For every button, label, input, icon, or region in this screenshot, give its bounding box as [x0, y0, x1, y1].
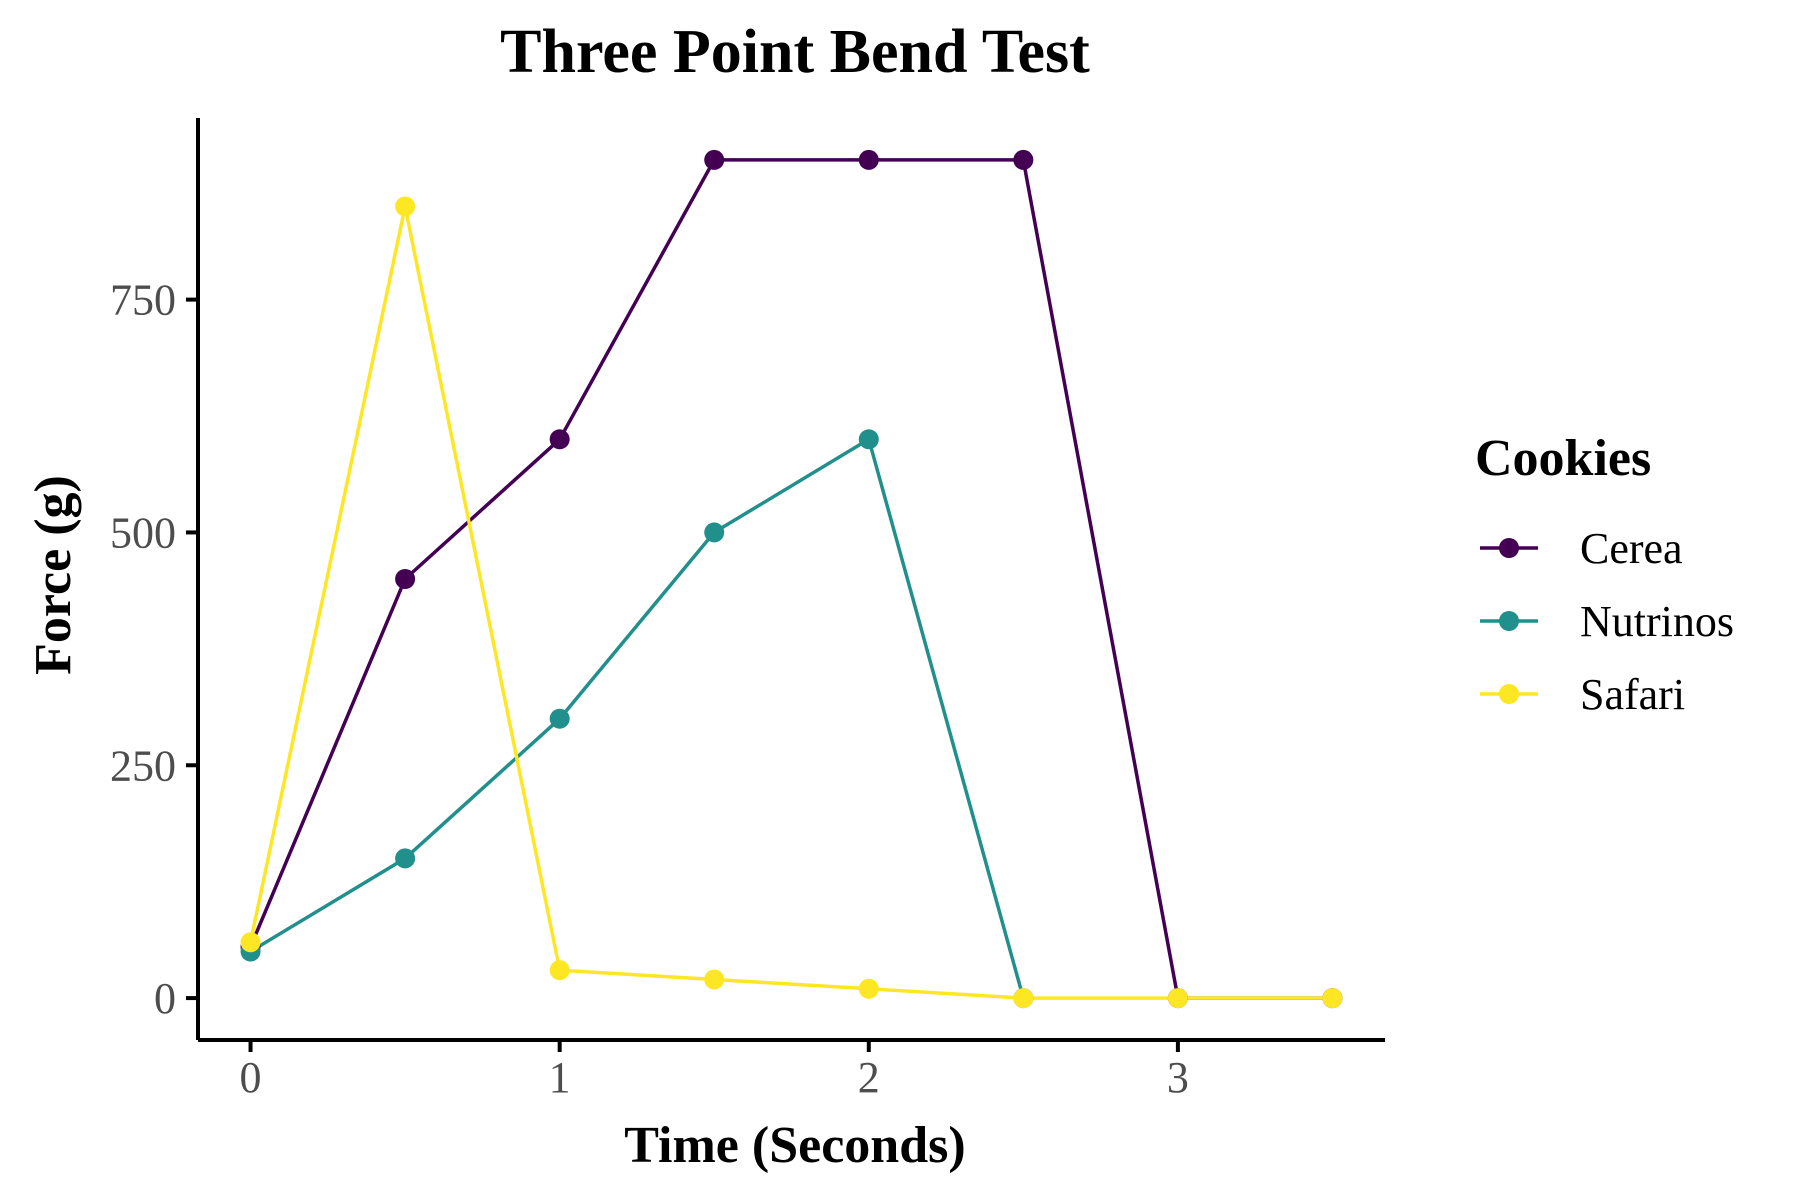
data-point-nutrinos	[858, 429, 879, 450]
x-axis-title: Time (Seconds)	[624, 1117, 965, 1174]
legend-key-point	[1499, 611, 1519, 631]
y-tick-label: 0	[154, 974, 176, 1023]
x-tick-label: 0	[240, 1053, 262, 1102]
y-axis-title: Force (g)	[25, 475, 82, 675]
chart-title: Three Point Bend Test	[500, 18, 1090, 86]
data-point-safari	[395, 196, 416, 217]
legend-label-safari: Safari	[1580, 670, 1685, 719]
legend-label-cerea: Cerea	[1580, 524, 1683, 573]
y-tick-label: 500	[110, 508, 176, 557]
plot-area: 0 250 500 750 0 1 2 3	[110, 118, 1385, 1102]
data-point-safari	[858, 978, 879, 999]
data-point-cerea	[1013, 149, 1034, 170]
series-line-nutrinos	[249, 437, 1025, 999]
data-point-safari	[1167, 988, 1188, 1009]
data-point-safari	[704, 969, 725, 990]
data-point-cerea	[858, 149, 879, 170]
series-line-safari	[248, 204, 1333, 1000]
data-point-safari	[1013, 988, 1034, 1009]
legend-title: Cookies	[1475, 430, 1651, 487]
x-tick-label: 3	[1167, 1053, 1189, 1102]
data-point-cerea	[395, 569, 416, 589]
data-point-safari	[549, 960, 570, 981]
x-tick-label: 1	[549, 1053, 571, 1102]
legend-key-point	[1499, 538, 1519, 558]
data-point-nutrinos	[395, 848, 416, 869]
legend-key-point	[1499, 684, 1519, 704]
y-tick-label: 750	[110, 276, 176, 325]
data-point-nutrinos	[704, 522, 725, 543]
legend: Cookies Cerea Nutrinos Safari	[1475, 430, 1734, 719]
series-line-cerea	[248, 158, 1333, 1000]
x-tick-label: 2	[858, 1053, 880, 1102]
data-point-safari	[1322, 988, 1343, 1009]
data-point-cerea	[549, 429, 570, 450]
y-tick-label: 250	[110, 741, 176, 790]
data-point-nutrinos	[549, 708, 570, 729]
data-point-cerea	[704, 149, 725, 170]
data-point-safari	[240, 932, 261, 953]
legend-label-nutrinos: Nutrinos	[1580, 597, 1734, 646]
